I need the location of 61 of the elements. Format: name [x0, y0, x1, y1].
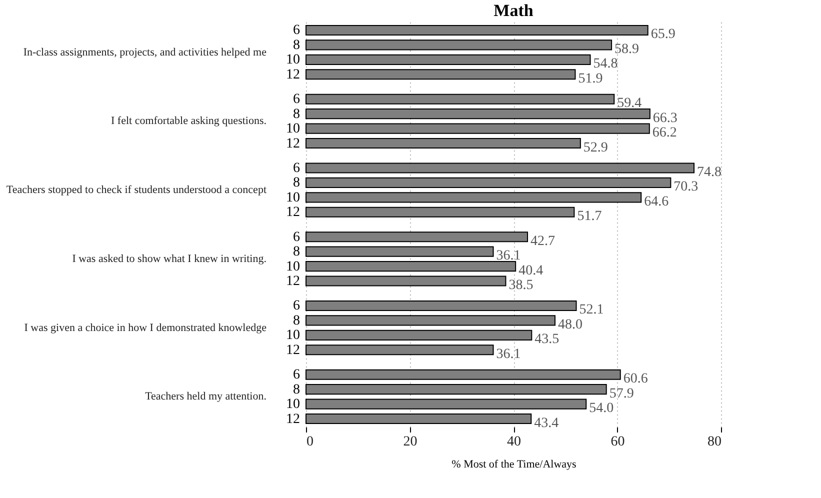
series-label: 6 [293, 23, 300, 38]
text: 10 [286, 328, 300, 344]
x-tick-label: 60 [610, 434, 625, 450]
text: 10 [286, 259, 300, 274]
text: 6 [293, 92, 300, 108]
data-label: 58.9 [614, 42, 640, 57]
data-label: 51.9 [578, 71, 603, 86]
data-label: 70.3 [674, 180, 698, 195]
y-tick-label: I was asked to show what I knew in writing. [72, 252, 267, 265]
x-tick-label: 0 [306, 434, 314, 450]
data-label: 64.6 [644, 194, 669, 210]
data-label: 43.5 [534, 332, 560, 348]
data-label: 48.0 [558, 317, 582, 332]
data-label: 66.3 [652, 110, 678, 126]
data-label: 52.1 [579, 302, 604, 318]
text: 6 [293, 160, 300, 176]
y-tick-label: Teachers held my attention. [145, 390, 267, 403]
data-label: 51.7 [577, 209, 602, 224]
data-label: 59.4 [617, 96, 642, 112]
text: 12 [286, 412, 300, 427]
data-label: 40.4 [518, 263, 544, 278]
x-axis-title: % Most of the Time/Always [452, 458, 576, 470]
data-label: 65.9 [650, 27, 676, 42]
text: 8 [293, 313, 300, 328]
text: 6 [293, 368, 300, 383]
x-tick-label: 20 [403, 434, 418, 450]
text: 12 [286, 342, 300, 358]
data-label: 42.7 [530, 234, 556, 249]
data-label: 66.2 [652, 126, 677, 141]
data-label: 54.8 [593, 56, 618, 72]
data-label: 43.4 [534, 416, 559, 431]
text: 12 [286, 274, 300, 290]
series-label: 10 [286, 52, 300, 68]
y-tick-label: I felt comfortable asking questions. [111, 115, 267, 128]
chart-title: Math [494, 1, 534, 20]
data-label: 52.9 [583, 140, 608, 156]
y-tick-label: In-class assignments, projects, and activities helped me [23, 46, 267, 58]
data-label: 36.1 [496, 346, 521, 362]
text: 12 [286, 136, 300, 152]
data-label: 38.5 [508, 278, 534, 294]
x-tick-label: 40 [507, 434, 521, 450]
y-tick-label: I was given a choice in how I demonstrated knowledge [24, 322, 267, 334]
data-label: 57.9 [609, 386, 634, 402]
text: 6 [293, 298, 300, 314]
text: 8 [293, 106, 300, 122]
series-label: 8 [293, 38, 300, 53]
text: 8 [293, 176, 300, 191]
text: 8 [293, 244, 300, 260]
series-label: 12 [286, 67, 300, 82]
data-label: 74.8 [697, 164, 722, 180]
text: 10 [286, 190, 300, 206]
text: 12 [286, 205, 300, 220]
text: 6 [293, 230, 300, 245]
y-tick-label: Teachers stopped to check if students understood a concept [6, 184, 266, 196]
text: 8 [293, 382, 300, 398]
data-label: 54.0 [589, 401, 614, 416]
text: 10 [286, 397, 300, 412]
x-tick-label: 80 [708, 434, 722, 450]
data-label: 60.6 [623, 372, 648, 387]
text: 10 [286, 122, 300, 137]
data-label: 36.1 [496, 248, 521, 264]
